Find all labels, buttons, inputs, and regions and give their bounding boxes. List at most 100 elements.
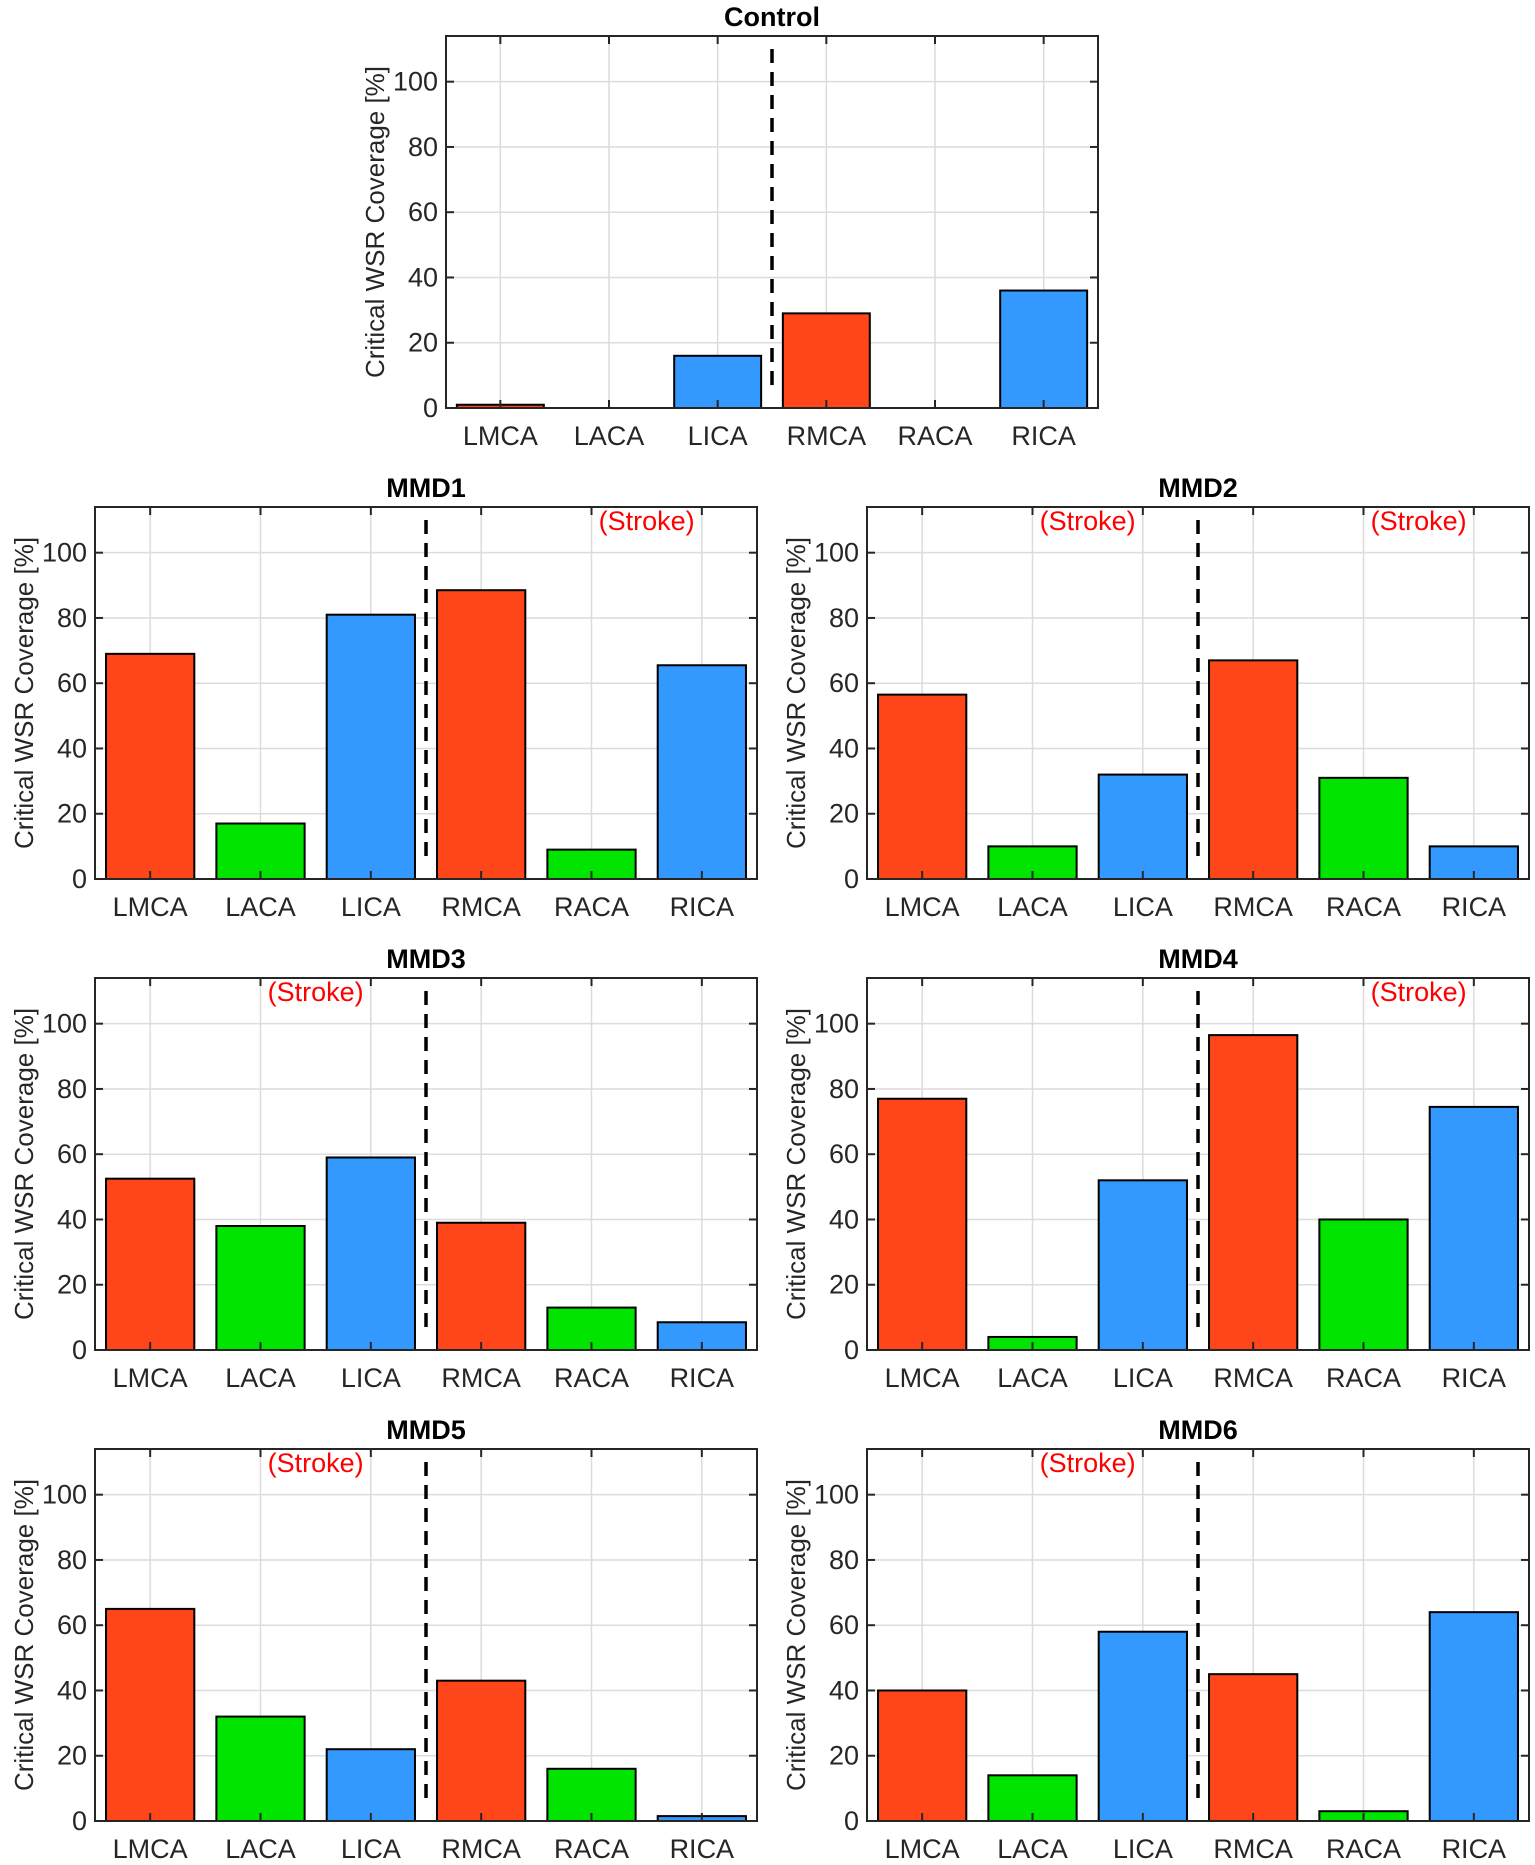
y-tick-label: 100	[42, 538, 87, 568]
y-tick-label: 60	[829, 668, 859, 698]
x-tick-label: LMCA	[113, 892, 188, 922]
bar-lica	[325, 1748, 416, 1823]
chart-title: MMD5	[386, 1415, 466, 1445]
axes-box	[94, 506, 758, 880]
y-tick-label: 100	[814, 1009, 859, 1039]
axes-box	[866, 977, 1530, 1351]
y-axis-label: Critical WSR Coverage [%]	[781, 537, 811, 849]
x-tick-label: RACA	[554, 892, 629, 922]
axes-box	[866, 506, 1530, 880]
y-axis-label: Critical WSR Coverage [%]	[9, 537, 39, 849]
y-tick-label: 60	[57, 1139, 87, 1169]
x-tick-label: RMCA	[1213, 1834, 1293, 1864]
y-axis-label: Critical WSR Coverage [%]	[781, 1008, 811, 1320]
stroke-annotation: (Stroke)	[1040, 506, 1136, 536]
chart-title: MMD4	[1158, 944, 1238, 974]
x-tick-label: LACA	[997, 1834, 1068, 1864]
y-tick-label: 20	[829, 1741, 859, 1771]
y-tick-label: 0	[423, 393, 438, 423]
bar-laca	[215, 1715, 306, 1823]
bar-rica	[656, 664, 747, 881]
stroke-annotation: (Stroke)	[599, 506, 695, 536]
stroke-annotation: (Stroke)	[268, 1448, 364, 1478]
y-tick-label: 60	[57, 668, 87, 698]
x-tick-label: LMCA	[885, 1363, 960, 1393]
axes-box	[94, 977, 758, 1351]
x-tick-label: LICA	[688, 421, 748, 451]
x-tick-label: RMCA	[787, 421, 867, 451]
y-tick-label: 40	[57, 1204, 87, 1234]
x-tick-label: RACA	[1326, 892, 1401, 922]
x-tick-label: LACA	[574, 421, 645, 451]
y-tick-label: 40	[829, 733, 859, 763]
x-tick-label: LMCA	[113, 1363, 188, 1393]
bar-rmca	[436, 589, 527, 880]
x-tick-label: RACA	[1326, 1834, 1401, 1864]
x-tick-label: LACA	[225, 892, 296, 922]
y-tick-label: 0	[844, 1806, 859, 1836]
stroke-annotation: (Stroke)	[1371, 506, 1467, 536]
y-tick-label: 40	[408, 262, 438, 292]
y-tick-label: 20	[57, 1270, 87, 1300]
x-tick-label: LMCA	[463, 421, 538, 451]
x-tick-label: LACA	[225, 1834, 296, 1864]
chart-panel-mmd4: 0 20 40 60 80 100 LMCA LACA LICA RMCA RACA RICA MMD4…	[781, 944, 1530, 1393]
bar-rmca	[436, 1221, 527, 1351]
x-tick-label: RICA	[1442, 892, 1507, 922]
x-tick-label: RICA	[1442, 1834, 1507, 1864]
y-tick-label: 20	[829, 799, 859, 829]
y-tick-label: 0	[844, 1335, 859, 1365]
bar-laca	[215, 1225, 306, 1351]
x-tick-label: LMCA	[113, 1834, 188, 1864]
y-tick-label: 40	[829, 1204, 859, 1234]
y-tick-label: 0	[72, 864, 87, 894]
x-tick-label: LICA	[341, 1363, 401, 1393]
y-axis-label: Critical WSR Coverage [%]	[360, 66, 390, 378]
bar-rica	[999, 289, 1089, 409]
x-tick-label: RACA	[554, 1363, 629, 1393]
x-tick-label: LICA	[1113, 1834, 1173, 1864]
x-tick-label: LICA	[1113, 1363, 1173, 1393]
x-tick-label: LACA	[225, 1363, 296, 1393]
x-tick-label: RACA	[554, 1834, 629, 1864]
x-tick-label: RMCA	[441, 892, 521, 922]
axes-box	[866, 1448, 1530, 1822]
bar-raca	[1318, 776, 1409, 880]
x-tick-label: RICA	[670, 1363, 735, 1393]
bar-laca	[215, 822, 306, 880]
y-tick-label: 0	[844, 864, 859, 894]
chart-title: MMD3	[386, 944, 466, 974]
y-tick-label: 100	[42, 1009, 87, 1039]
chart-title: MMD1	[386, 473, 466, 503]
y-tick-label: 40	[829, 1675, 859, 1705]
chart-panel-mmd1: 0 20 40 60 80 100 LMCA LACA LICA RMCA RACA RICA MMD1…	[9, 473, 758, 922]
x-tick-label: LMCA	[885, 1834, 960, 1864]
bar-lica	[325, 613, 416, 880]
chart-title: MMD2	[1158, 473, 1238, 503]
y-tick-label: 80	[829, 603, 859, 633]
y-tick-label: 20	[57, 1741, 87, 1771]
bar-raca	[1318, 1218, 1409, 1351]
y-tick-label: 20	[57, 799, 87, 829]
y-tick-label: 0	[72, 1806, 87, 1836]
bar-rmca	[436, 1679, 527, 1822]
axes-box	[445, 35, 1099, 409]
x-tick-label: LACA	[997, 892, 1068, 922]
stroke-annotation: (Stroke)	[268, 977, 364, 1007]
y-tick-label: 80	[829, 1074, 859, 1104]
y-tick-label: 80	[408, 132, 438, 162]
x-tick-label: RICA	[1442, 1363, 1507, 1393]
y-tick-label: 80	[57, 603, 87, 633]
y-axis-label: Critical WSR Coverage [%]	[9, 1479, 39, 1791]
x-tick-label: RMCA	[441, 1834, 521, 1864]
x-tick-label: RICA	[670, 892, 735, 922]
y-tick-label: 0	[72, 1335, 87, 1365]
y-tick-label: 60	[408, 197, 438, 227]
chart-title: Control	[724, 2, 820, 32]
x-tick-label: LICA	[341, 1834, 401, 1864]
bar-lmca	[877, 1689, 968, 1822]
bar-lica	[325, 1156, 416, 1351]
bar-lmca	[105, 1177, 196, 1351]
y-tick-label: 80	[57, 1074, 87, 1104]
